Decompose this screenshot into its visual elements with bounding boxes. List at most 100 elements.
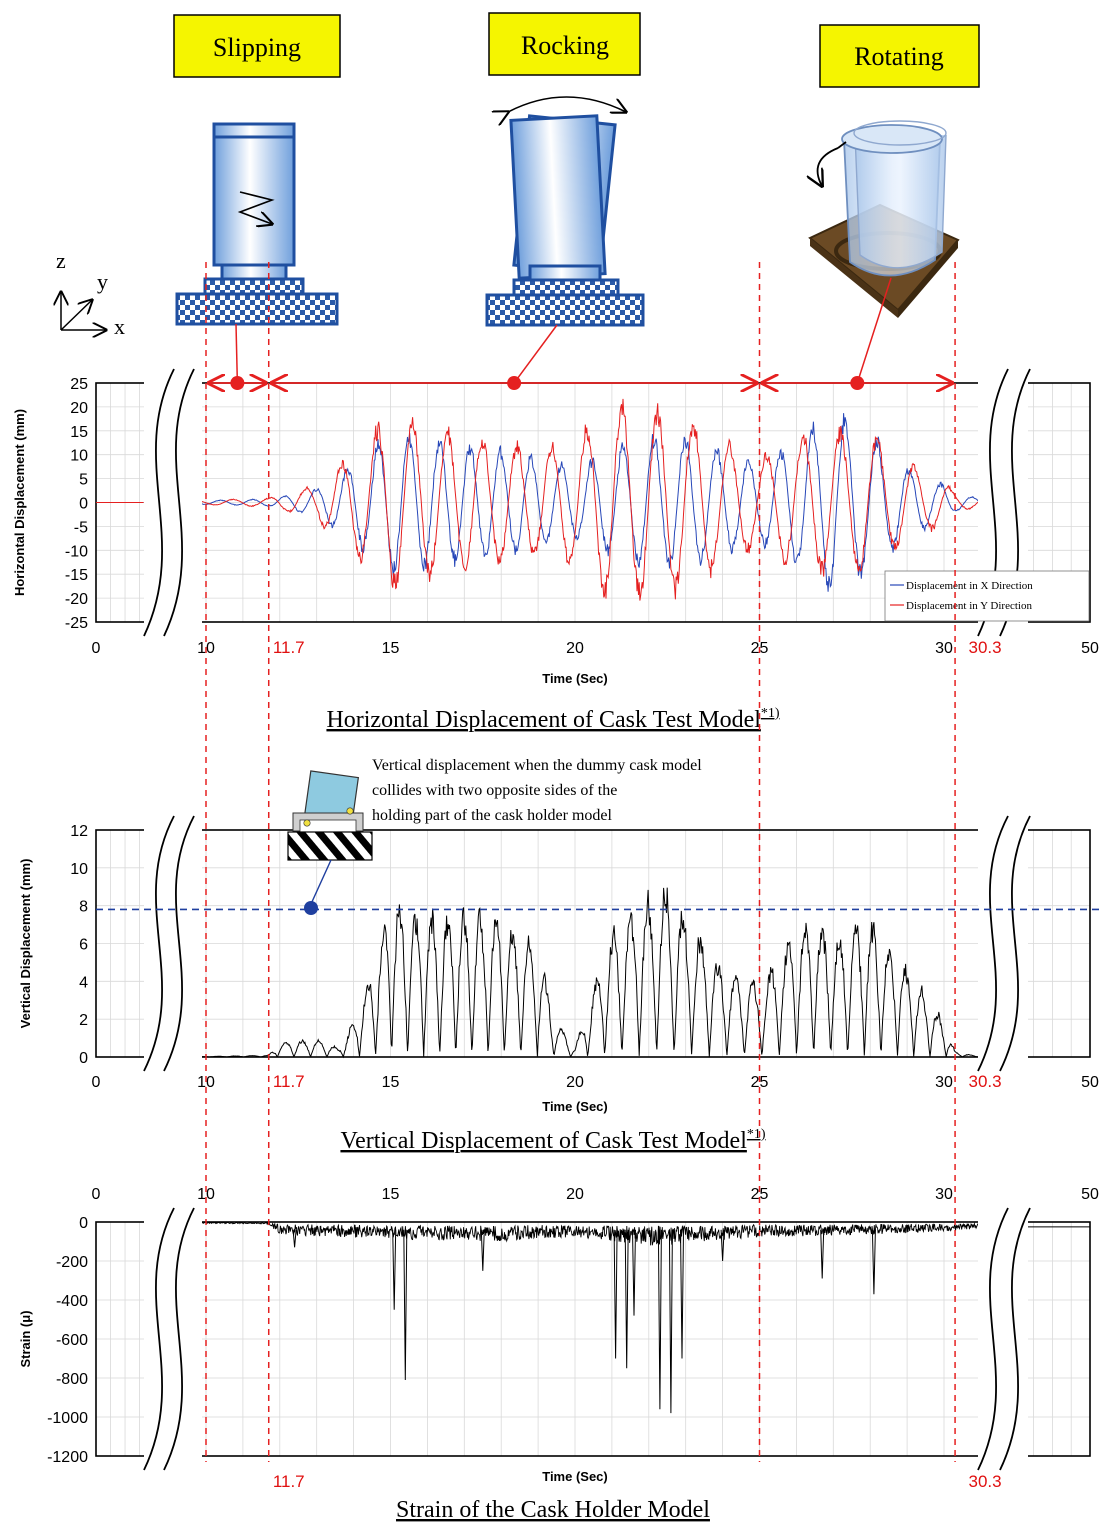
- strain-spike: [871, 1229, 876, 1295]
- phase-leader-line: [513, 324, 558, 384]
- y-tick-label: 6: [79, 937, 88, 954]
- legend-label: Displacement in X Direction: [906, 580, 1033, 592]
- y-tick-label: 4: [79, 974, 88, 991]
- x-tick-label: 30: [935, 1074, 953, 1091]
- strain-spike: [720, 1229, 725, 1262]
- y-tick-label: 0: [79, 496, 88, 513]
- rocking-cask-illustration: [485, 96, 645, 327]
- y-tick-label: 12: [70, 823, 88, 840]
- x-tick-label: 20: [566, 1186, 584, 1203]
- phase-boundary-lines: 11.7 11.7 11.7 30.3 30.3 30.3: [205, 262, 1002, 1491]
- phase-leader-line: [235, 323, 239, 384]
- y-tick-label: 15: [70, 424, 88, 441]
- x-tick-label: 20: [566, 640, 584, 657]
- strain-line: [96, 1221, 1090, 1246]
- x-tick-label: 30: [935, 640, 953, 657]
- slipping-cask-illustration: [175, 122, 339, 326]
- phase-text-rotating: Rotating: [854, 42, 944, 71]
- x-tick-label: 20: [566, 1074, 584, 1091]
- strain-spike: [480, 1229, 485, 1271]
- axis-y-label: y: [97, 269, 108, 294]
- strain-spike: [613, 1229, 618, 1359]
- axis-break-mask: [978, 820, 1028, 1067]
- boundary-label: 11.7: [273, 1072, 305, 1091]
- axis-break-line: [163, 815, 195, 1072]
- boundary-label: 30.3: [969, 1472, 1002, 1491]
- y-tick-label: -25: [65, 615, 88, 632]
- phase-label-slipping: Slipping: [173, 14, 341, 78]
- boundary-label: 11.7: [273, 1472, 305, 1491]
- chart-legend: Displacement in X Direction Displacement …: [884, 570, 1090, 622]
- y-tick-label: -600: [56, 1332, 88, 1349]
- y-tick-label: 0: [79, 1050, 88, 1067]
- chart-caption: Strain of the Cask Holder Model: [396, 1497, 710, 1523]
- y-tick-label: 5: [79, 472, 88, 489]
- axis-break-line: [977, 815, 1009, 1072]
- x-tick-label: 0: [92, 1074, 101, 1091]
- y-tick-label: -200: [56, 1254, 88, 1271]
- y-tick-label: 10: [70, 861, 88, 878]
- axis-break-line: [143, 1207, 175, 1471]
- strain-spike: [403, 1229, 408, 1381]
- boundary-label: 11.7: [273, 638, 305, 657]
- y-tick-label: -10: [65, 543, 88, 560]
- x-tick-label: 0: [92, 1186, 101, 1203]
- y-tick-label: -800: [56, 1371, 88, 1388]
- coordinate-axes-indicator: z y x: [56, 248, 125, 339]
- chart-caption: Vertical Displacement of Cask Test Model…: [340, 1127, 765, 1154]
- axis-break-mask: [144, 1212, 202, 1466]
- y-tick-label: 10: [70, 448, 88, 465]
- strain-spike: [624, 1229, 629, 1369]
- y-tick-label: -15: [65, 567, 88, 584]
- axis-break-mask: [978, 1212, 1028, 1466]
- axis-break-line: [977, 1207, 1009, 1471]
- axis-break-mask: [144, 373, 202, 632]
- phase-text-slipping: Slipping: [213, 33, 301, 62]
- y-tick-label: -1000: [47, 1410, 88, 1427]
- y-tick-label: 25: [70, 376, 88, 393]
- strain-spike: [680, 1229, 684, 1359]
- vertical-displacement-line: [96, 887, 1090, 1059]
- strain-spike: [668, 1229, 673, 1414]
- collision-inset-illustration: [287, 770, 373, 915]
- x-tick-label: 30: [935, 1186, 953, 1203]
- x-tick-label: 50: [1081, 1074, 1099, 1091]
- x-axis-title: Time (Sec): [542, 671, 608, 686]
- y-tick-label: -1200: [47, 1449, 88, 1466]
- phase-text-rocking: Rocking: [521, 31, 609, 60]
- legend-label: Displacement in Y Direction: [906, 600, 1032, 612]
- caption-note: *1): [747, 1127, 766, 1142]
- axis-break-line: [143, 815, 175, 1072]
- threshold-marker-dot: [304, 901, 318, 915]
- axis-break-line: [163, 368, 195, 637]
- axis-break-line: [999, 815, 1031, 1072]
- caption-note: *1): [761, 706, 780, 721]
- x-tick-label: 50: [1081, 640, 1099, 657]
- axis-break-line: [143, 368, 175, 637]
- axis-z-label: z: [56, 248, 66, 273]
- phase-leader-line: [856, 277, 892, 384]
- axis-break-line: [163, 1207, 195, 1471]
- axis-break-mask: [144, 820, 202, 1067]
- phase-label-rotating: Rotating: [819, 24, 980, 88]
- strain-spike: [820, 1229, 825, 1279]
- x-tick-label: 25: [751, 1074, 769, 1091]
- strain-chart: 0 -200 -400 -600 -800 -1000 -1200 Strain (μ) 0 10…: [18, 1186, 1099, 1523]
- x-axis-title: Time (Sec): [542, 1099, 608, 1114]
- x-tick-label: 50: [1081, 1186, 1099, 1203]
- strain-spike: [657, 1229, 662, 1410]
- axis-x-label: x: [114, 314, 125, 339]
- y-tick-label: -400: [56, 1293, 88, 1310]
- rotating-cask-illustration: [810, 120, 960, 318]
- x-tick-label: 15: [382, 640, 400, 657]
- x-tick-label: 15: [382, 1074, 400, 1091]
- y-axis-title: Horizontal Displacement (mm): [12, 409, 27, 596]
- boundary-label: 30.3: [969, 638, 1002, 657]
- plot-frame: [95, 829, 1091, 1058]
- x-tick-label: 10: [197, 1186, 215, 1203]
- y-tick-label: 8: [79, 899, 88, 916]
- phase-range-arrows: [209, 277, 952, 390]
